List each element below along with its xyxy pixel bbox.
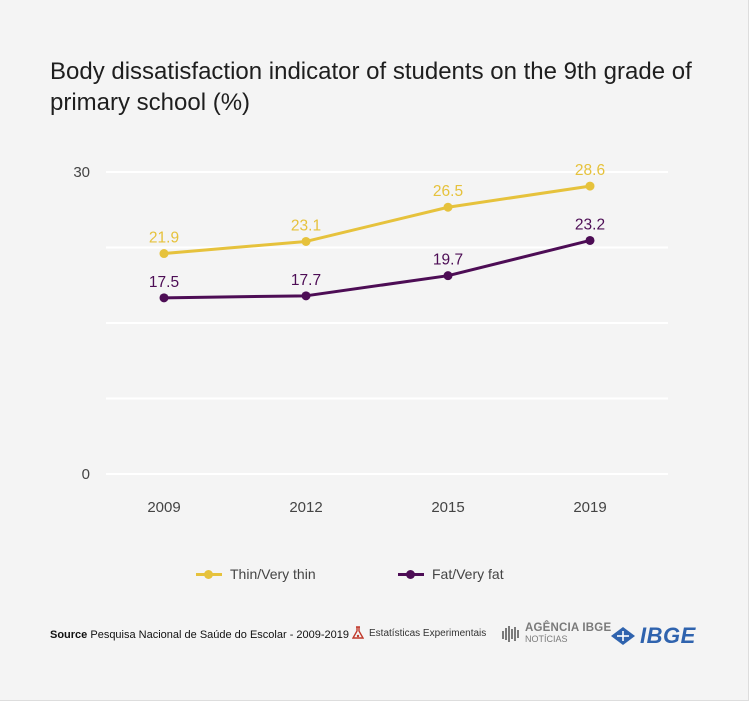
series-line <box>163 184 591 256</box>
agencia-ibge-text: AGÊNCIA IBGE <box>525 622 612 634</box>
x-tick-label: 2012 <box>289 499 322 516</box>
x-tick-label: 2015 <box>431 499 464 516</box>
experimental-statistics-logo: Estatísticas Experimentais <box>352 626 486 640</box>
flask-icon <box>352 626 364 639</box>
data-point <box>443 271 453 281</box>
data-point <box>301 236 311 246</box>
ibge-wordmark: IBGE <box>640 623 696 648</box>
data-label: 28.6 <box>575 162 605 179</box>
data-label: 23.2 <box>575 216 605 233</box>
source-note: Source Pesquisa Nacional de Saúde do Esc… <box>50 629 349 641</box>
data-label: 23.1 <box>291 217 321 234</box>
legend-label-fat: Fat/Very fat <box>432 566 504 582</box>
data-label: 26.5 <box>433 183 463 200</box>
ibge-emblem-icon <box>611 627 635 645</box>
source-label: Source <box>50 629 88 641</box>
chart-title: Body dissatisfaction indicator of studen… <box>50 58 692 116</box>
data-point <box>443 202 453 212</box>
data-point <box>585 181 595 191</box>
data-point <box>301 291 311 301</box>
data-point <box>159 293 169 303</box>
data-point <box>585 235 595 245</box>
data-label: 21.9 <box>149 230 179 247</box>
legend-label-thin: Thin/Very thin <box>230 566 316 582</box>
footer: Source Pesquisa Nacional de Saúde do Esc… <box>50 622 708 649</box>
y-tick-label: 0 <box>82 466 90 483</box>
experimental-statistics-text: Estatísticas Experimentais <box>369 627 487 639</box>
legend-swatch-fat-icon <box>398 568 424 580</box>
x-tick-label: 2009 <box>147 499 180 516</box>
barcode-icon <box>502 626 519 642</box>
legend-item-fat: Fat/Very fat <box>398 564 504 584</box>
x-tick-label: 2019 <box>573 499 606 516</box>
data-label: 19.7 <box>433 252 463 269</box>
y-tick-label: 30 <box>73 164 90 181</box>
legend-item-thin: Thin/Very thin <box>196 564 316 584</box>
data-label: 17.5 <box>149 274 179 291</box>
source-text: Pesquisa Nacional de Saúde do Escolar - … <box>90 629 350 641</box>
series-line <box>163 238 591 300</box>
data-point <box>159 249 169 259</box>
line-chart: 0 30 2009 2012 2015 2019 21.9 23.1 26.5 28.6 17.5 1… <box>73 162 668 516</box>
agencia-ibge-logo: AGÊNCIA IBGE NOTÍCIAS <box>502 622 612 645</box>
data-label: 17.7 <box>291 272 321 289</box>
ibge-logo: IBGE <box>610 623 696 649</box>
legend-swatch-thin-icon <box>196 568 222 580</box>
noticias-text: NOTÍCIAS <box>525 634 568 644</box>
